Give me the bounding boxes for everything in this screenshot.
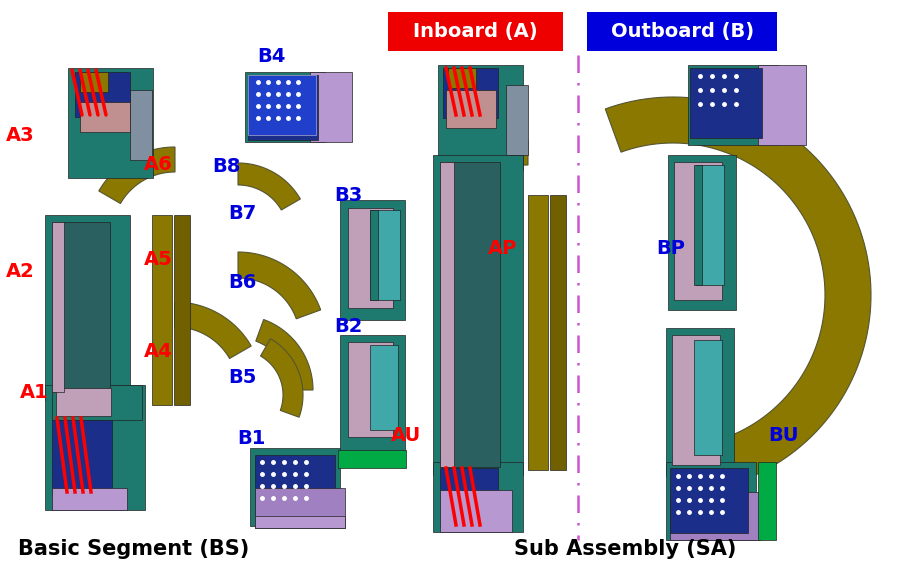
Polygon shape <box>450 140 528 197</box>
Bar <box>670 468 748 533</box>
Text: B8: B8 <box>212 157 241 175</box>
Text: Sub Assembly (SA): Sub Assembly (SA) <box>514 539 737 559</box>
Text: B5: B5 <box>228 369 257 387</box>
Polygon shape <box>605 97 871 493</box>
Bar <box>248 75 318 140</box>
Bar <box>388 12 563 51</box>
Bar <box>52 488 127 510</box>
Bar <box>528 195 548 470</box>
Text: B1: B1 <box>237 429 266 448</box>
Bar <box>152 215 172 405</box>
Polygon shape <box>99 147 175 204</box>
Text: B2: B2 <box>334 317 363 335</box>
Bar <box>370 210 378 300</box>
Bar <box>52 420 112 495</box>
Bar <box>506 85 528 155</box>
Bar <box>690 68 762 138</box>
Bar <box>348 208 393 308</box>
Bar <box>348 342 393 437</box>
Bar <box>80 102 130 132</box>
Bar <box>370 345 398 430</box>
Bar <box>310 72 352 142</box>
Text: Basic Segment (BS): Basic Segment (BS) <box>18 539 250 559</box>
Bar <box>758 462 776 540</box>
Bar <box>670 492 760 540</box>
Bar <box>688 65 778 145</box>
Bar <box>666 328 734 476</box>
Bar <box>758 65 806 145</box>
Bar <box>694 165 702 285</box>
Text: B7: B7 <box>228 204 257 223</box>
Text: A4: A4 <box>144 343 173 361</box>
Bar <box>666 462 756 540</box>
Text: BP: BP <box>656 239 685 257</box>
Text: B6: B6 <box>228 273 257 292</box>
Bar <box>587 12 777 51</box>
Bar <box>174 215 190 405</box>
Bar <box>52 385 142 420</box>
Bar <box>52 222 110 392</box>
Text: A6: A6 <box>144 155 173 174</box>
Bar <box>75 72 130 117</box>
Bar <box>52 222 64 392</box>
Polygon shape <box>238 163 301 210</box>
Bar <box>45 215 130 400</box>
Bar <box>338 450 406 468</box>
Bar <box>255 488 345 528</box>
Bar <box>255 516 345 528</box>
Bar <box>433 155 523 475</box>
Text: A2: A2 <box>5 262 34 280</box>
Bar <box>443 68 498 118</box>
Bar <box>694 340 722 455</box>
Bar <box>440 490 512 532</box>
Text: A3: A3 <box>5 126 34 145</box>
Bar <box>245 72 325 142</box>
Bar <box>433 462 523 532</box>
Bar <box>80 72 108 92</box>
Polygon shape <box>175 302 251 358</box>
Text: Outboard (B): Outboard (B) <box>611 22 754 40</box>
Text: Inboard (A): Inboard (A) <box>413 22 537 40</box>
Bar <box>448 68 476 88</box>
Bar <box>370 210 400 300</box>
Text: A1: A1 <box>20 383 49 402</box>
Bar <box>340 200 405 320</box>
Bar <box>668 155 736 310</box>
Polygon shape <box>261 339 303 417</box>
Text: B3: B3 <box>334 186 363 204</box>
Text: BU: BU <box>768 426 799 445</box>
Text: A5: A5 <box>144 250 173 269</box>
Bar <box>130 90 152 160</box>
Bar <box>674 162 722 300</box>
Bar <box>248 75 316 135</box>
Polygon shape <box>238 252 321 319</box>
Text: B4: B4 <box>257 47 286 66</box>
Text: AP: AP <box>488 239 517 257</box>
Bar <box>68 68 153 178</box>
Bar <box>250 448 340 526</box>
Bar <box>550 195 566 470</box>
Bar <box>672 335 720 465</box>
Bar <box>440 468 498 526</box>
Bar <box>56 388 111 416</box>
Bar <box>440 162 454 467</box>
Bar <box>340 335 405 455</box>
Polygon shape <box>255 320 313 390</box>
Bar <box>255 455 335 520</box>
Text: AU: AU <box>390 426 421 445</box>
Bar <box>446 90 496 128</box>
Bar <box>45 385 145 510</box>
Bar <box>438 65 523 170</box>
Bar <box>440 162 500 467</box>
Bar <box>696 165 724 285</box>
